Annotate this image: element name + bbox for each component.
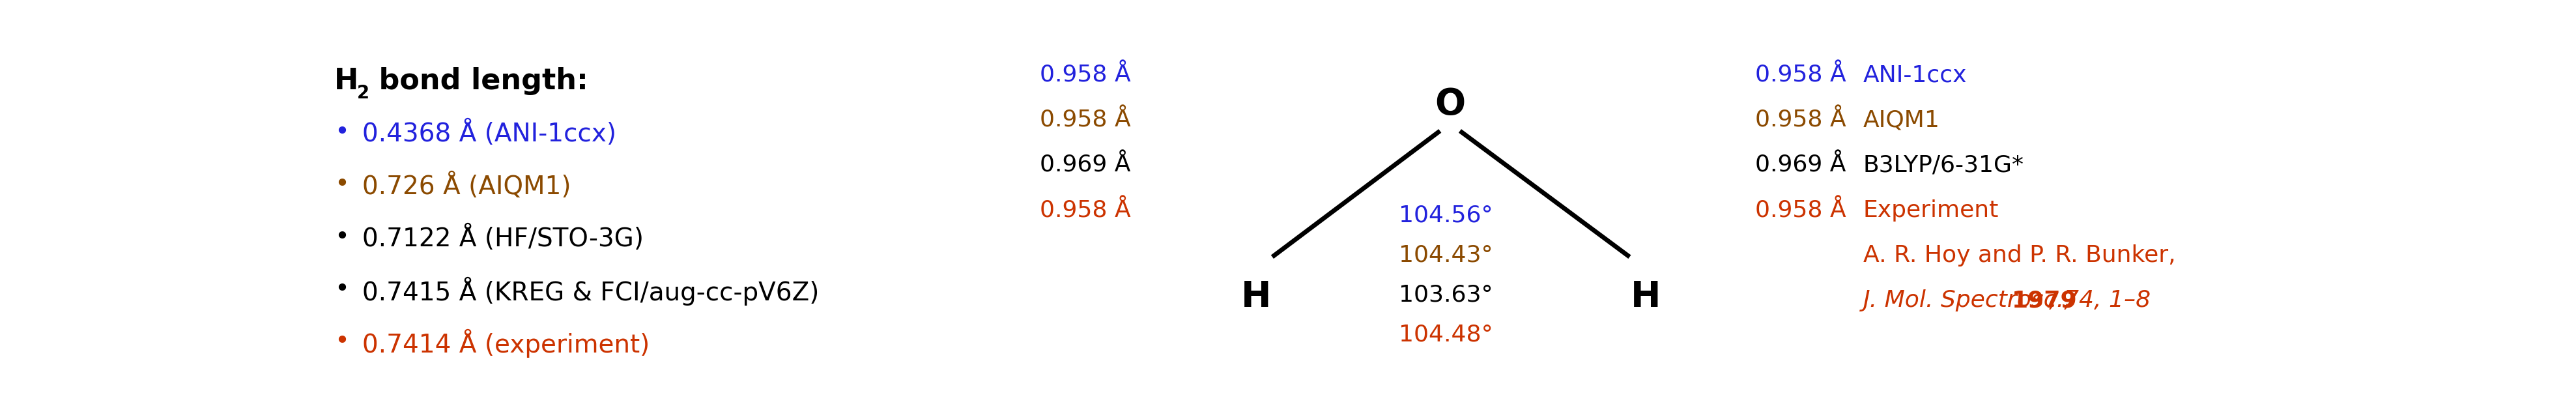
Text: O: O [1435,87,1466,122]
Text: , 74, 1–8: , 74, 1–8 [2048,290,2151,312]
Text: H: H [1242,280,1273,315]
Text: J. Mol. Spectrosc.,: J. Mol. Spectrosc., [1862,290,2079,312]
Text: 0.958 Å: 0.958 Å [1041,64,1131,86]
Text: 0.958 Å: 0.958 Å [1041,109,1131,131]
Text: ANI-1ccx: ANI-1ccx [1862,64,1968,86]
Text: Experiment: Experiment [1862,199,1999,221]
Text: 104.43°: 104.43° [1399,244,1494,266]
Text: •: • [335,172,348,197]
Text: 0.958 Å: 0.958 Å [1754,109,1847,131]
Text: 0.969 Å: 0.969 Å [1754,154,1847,177]
Text: A. R. Hoy and P. R. Bunker,: A. R. Hoy and P. R. Bunker, [1862,244,2177,267]
Text: 0.958 Å: 0.958 Å [1041,199,1131,222]
Text: 0.7415 Å (KREG & FCI/aug-cc-pV6Z): 0.7415 Å (KREG & FCI/aug-cc-pV6Z) [361,277,819,305]
Text: AIQM1: AIQM1 [1862,109,1940,131]
Text: 0.958 Å: 0.958 Å [1754,64,1847,86]
Text: •: • [335,277,348,301]
Text: 0.4368 Å (ANI-1ccx): 0.4368 Å (ANI-1ccx) [361,120,616,147]
Text: 2: 2 [358,84,368,103]
Text: 104.48°: 104.48° [1399,324,1494,346]
Text: •: • [335,329,348,354]
Text: 0.7414 Å (experiment): 0.7414 Å (experiment) [361,329,649,358]
Text: 103.63°: 103.63° [1399,284,1494,306]
Text: •: • [335,225,348,249]
Text: •: • [335,120,348,145]
Text: H: H [1631,280,1662,315]
Text: 0.726 Å (AIQM1): 0.726 Å (AIQM1) [361,172,572,199]
Text: B3LYP/6-31G*: B3LYP/6-31G* [1862,154,2025,177]
Text: bond length:: bond length: [368,67,587,95]
Text: 0.7122 Å (HF/STO-3G): 0.7122 Å (HF/STO-3G) [361,225,644,251]
Text: 104.56°: 104.56° [1399,204,1494,226]
Text: H: H [335,67,358,95]
Text: 0.969 Å: 0.969 Å [1041,154,1131,177]
Text: 0.958 Å: 0.958 Å [1754,199,1847,222]
Text: 1979: 1979 [2012,290,2079,312]
